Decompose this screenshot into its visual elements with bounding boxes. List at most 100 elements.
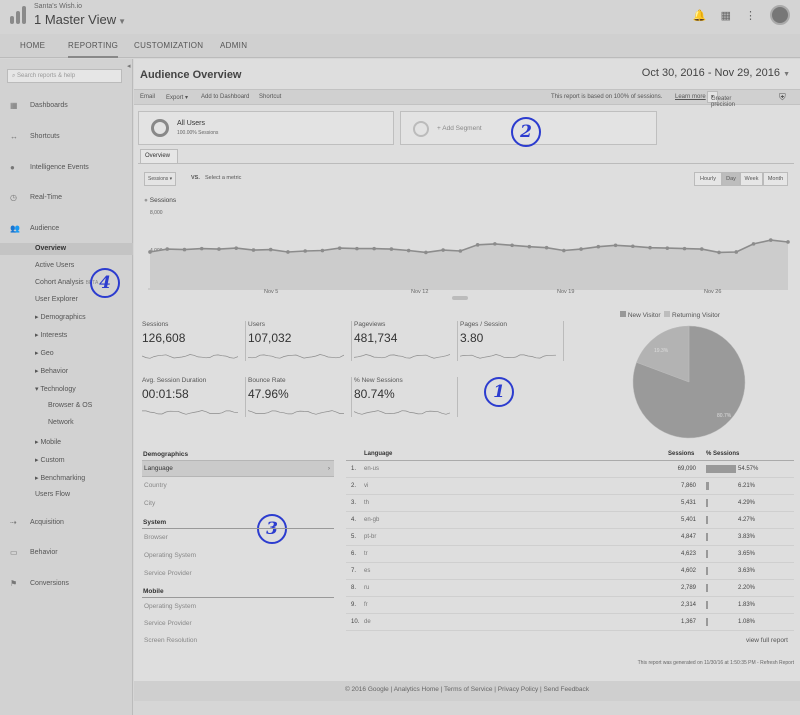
table-row[interactable]: 4. en-gb 5,401 4.27% <box>346 512 794 529</box>
table-row[interactable]: 5. pt-br 4,847 3.83% <box>346 529 794 546</box>
row-pct: 4.29% <box>738 500 756 506</box>
sidebar-sub-cohort[interactable]: Cohort Analysis BETA <box>35 279 99 286</box>
row-language[interactable]: es <box>364 568 371 574</box>
metric-sparkline <box>142 410 238 415</box>
sidebar-sub-demographics[interactable]: ▸ Demographics <box>35 314 86 321</box>
dimension-screen-resolution[interactable]: Screen Resolution <box>144 637 198 644</box>
view-selector[interactable]: 1 Master View ▼ <box>34 12 127 27</box>
dimension-language[interactable]: Language › <box>142 460 334 477</box>
table-row[interactable]: 2. vi 7,860 6.21% <box>346 478 794 495</box>
table-row[interactable]: 6. tr 4,623 3.65% <box>346 546 794 563</box>
sidebar-sub-behavior[interactable]: ▸ Behavior <box>35 368 69 375</box>
row-language[interactable]: de <box>364 619 371 625</box>
view-full-report-link[interactable]: view full report <box>746 637 788 644</box>
table-row[interactable]: 1. en-us 69,090 54.57% <box>346 461 794 478</box>
col-sessions[interactable]: Sessions <box>668 451 695 457</box>
row-language[interactable]: fr <box>364 602 368 608</box>
sparkline-line <box>354 354 450 359</box>
row-language[interactable]: pt-br <box>364 534 377 540</box>
select-metric-link[interactable]: Select a metric <box>205 175 242 181</box>
row-language[interactable]: en-us <box>364 466 380 472</box>
sidebar-item-dashboards[interactable]: ▦ Dashboards <box>10 101 68 110</box>
granularity-week[interactable]: Week <box>740 172 763 186</box>
shortcut-button[interactable]: Shortcut <box>259 94 282 100</box>
tab-overview[interactable]: Overview <box>140 149 178 163</box>
table-row[interactable]: 10. de 1,367 1.08% <box>346 614 794 631</box>
table-row[interactable]: 7. es 4,602 3.63% <box>346 563 794 580</box>
collapse-sidebar-icon[interactable]: ◂ <box>127 63 131 70</box>
granularity-hourly[interactable]: Hourly <box>694 172 722 186</box>
metric-tile[interactable]: Pages / Session 3.80 <box>460 321 564 361</box>
sidebar-item-behavior[interactable]: ▭ Behavior <box>10 548 58 557</box>
sessions-data-point <box>682 246 687 251</box>
more-icon[interactable]: ⋮ <box>745 9 756 22</box>
dimension-service-provider[interactable]: Service Provider <box>144 570 192 577</box>
row-language[interactable]: vi <box>364 483 369 489</box>
dimension-city[interactable]: City <box>144 500 156 507</box>
dimension-country[interactable]: Country <box>144 482 167 489</box>
sidebar-item-intelligence[interactable]: ● Intelligence Events <box>10 163 89 172</box>
sidebar-sub-interests[interactable]: ▸ Interests <box>35 332 68 339</box>
metric-tile[interactable]: Bounce Rate 47.96% <box>248 377 352 417</box>
sidebar-sub-overview[interactable]: Overview <box>0 243 133 255</box>
metric-value: 481,734 <box>354 331 398 345</box>
table-row[interactable]: 3. th 5,431 4.29% <box>346 495 794 512</box>
metric-tile[interactable]: Sessions 126,608 <box>142 321 246 361</box>
sessions-data-point <box>165 247 170 251</box>
add-dashboard-button[interactable]: Add to Dashboard <box>201 94 250 100</box>
metric-tile[interactable]: Pageviews 481,734 <box>354 321 458 361</box>
bell-icon[interactable]: 🔔 <box>692 9 707 22</box>
avatar[interactable] <box>770 5 790 25</box>
metric-tile[interactable]: Users 107,032 <box>248 321 352 361</box>
metric-select[interactable]: Sessions ▾ <box>144 172 177 186</box>
row-index: 6. <box>351 551 357 557</box>
learn-more-link[interactable]: Learn more <box>675 94 706 100</box>
sidebar-item-shortcuts[interactable]: ↔ Shortcuts <box>10 132 60 141</box>
sidebar-sub-technology[interactable]: ▾ Technology <box>35 386 76 393</box>
table-row[interactable]: 9. fr 2,314 1.83% <box>346 597 794 614</box>
sidebar-item-conversions[interactable]: ⚑ Conversions <box>10 579 69 588</box>
sidebar-sub-custom[interactable]: ▸ Custom <box>35 457 65 464</box>
email-button[interactable]: Email <box>140 94 156 100</box>
row-language[interactable]: tr <box>364 551 368 557</box>
row-language[interactable]: th <box>364 500 370 506</box>
sidebar-sub-active-users[interactable]: Active Users <box>35 262 75 269</box>
precision-select[interactable]: Greater precision ▾ <box>707 91 735 108</box>
sidebar-item-acquisition[interactable]: ⇢ Acquisition <box>10 518 64 527</box>
row-language[interactable]: ru <box>364 585 370 591</box>
sidebar-sub-mobile[interactable]: ▸ Mobile <box>35 439 62 446</box>
granularity-month[interactable]: Month <box>763 172 788 186</box>
row-language[interactable]: en-gb <box>364 517 380 523</box>
table-row[interactable]: 8. ru 2,789 2.20% <box>346 580 794 597</box>
date-range-picker[interactable]: Oct 30, 2016 - Nov 29, 2016 ▼ <box>641 67 790 79</box>
tab-home[interactable]: HOME <box>20 41 46 50</box>
sidebar-sub-benchmarking[interactable]: ▸ Benchmarking <box>35 475 86 482</box>
metric-tile[interactable]: % New Sessions 80.74% <box>354 377 458 417</box>
sessions-data-point <box>320 248 325 253</box>
tab-reporting[interactable]: REPORTING <box>68 41 119 58</box>
sidebar-sub-users-flow[interactable]: Users Flow <box>35 491 71 498</box>
analytics-logo-icon[interactable] <box>10 6 26 24</box>
metric-tile[interactable]: Avg. Session Duration 00:01:58 <box>142 377 246 417</box>
dimension-mobile-os[interactable]: Operating System <box>144 603 197 610</box>
tab-customization[interactable]: CUSTOMIZATION <box>134 41 204 50</box>
export-button[interactable]: Export ▾ <box>166 95 189 101</box>
granularity-day[interactable]: Day <box>722 172 740 186</box>
metric-sparkline <box>354 354 450 359</box>
sidebar-sub-network[interactable]: Network <box>48 419 74 426</box>
sidebar-sub-browser-os[interactable]: Browser & OS <box>48 402 93 409</box>
sampling-shield-icon[interactable]: ⛨ <box>779 92 786 102</box>
tab-admin[interactable]: ADMIN <box>220 41 248 50</box>
sidebar-item-realtime[interactable]: ◷ Real-Time <box>10 193 63 202</box>
dimension-os[interactable]: Operating System <box>144 552 197 559</box>
sidebar-sub-geo[interactable]: ▸ Geo <box>35 350 54 357</box>
segment-all-users[interactable]: All Users 100.00% Sessions <box>138 111 394 145</box>
chart-resize-handle[interactable] <box>452 296 468 300</box>
dimension-mobile-provider[interactable]: Service Provider <box>144 620 192 627</box>
sidebar-item-audience[interactable]: 👥 Audience <box>10 224 60 233</box>
apps-icon[interactable]: ▦ <box>720 9 731 22</box>
search-input[interactable]: ⌕ Search reports & help <box>7 69 122 83</box>
sparkline-line <box>354 410 450 415</box>
dimension-browser[interactable]: Browser <box>144 534 168 541</box>
sidebar-sub-user-explorer[interactable]: User Explorer <box>35 296 78 303</box>
